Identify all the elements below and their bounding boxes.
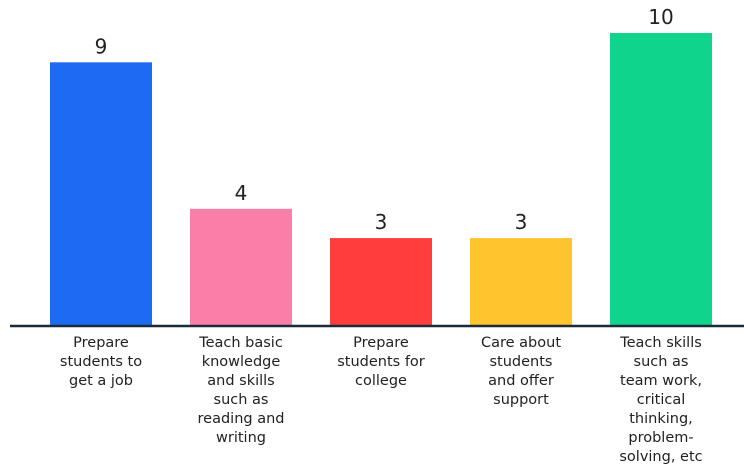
category-label-1: Prepare students to get a job: [60, 335, 142, 389]
bar-2: [190, 208, 292, 326]
bar-5: [610, 33, 712, 326]
category-label-line: students for: [337, 354, 425, 370]
category-label-line: such as: [634, 354, 689, 370]
bars-group: [50, 33, 712, 327]
category-label-line: Care about: [481, 335, 561, 351]
bar-3: [330, 238, 432, 326]
bar-value-label-5: 10: [648, 5, 673, 29]
category-label-line: Teach basic: [198, 335, 283, 351]
category-label-line: students: [490, 354, 553, 370]
category-label-line: thinking,: [629, 411, 693, 427]
category-label-3: Prepare students for college: [337, 335, 425, 389]
bar-value-label-2: 4: [235, 181, 248, 205]
category-label-line: Teach skills: [619, 335, 702, 351]
category-label-line: reading and: [198, 411, 285, 427]
category-label-line: such as: [214, 392, 269, 408]
category-label-line: problem-: [628, 430, 693, 446]
category-label-line: Prepare: [353, 335, 409, 351]
category-label-line: solving, etc: [619, 449, 702, 465]
category-label-4: Care about students and offer support: [481, 335, 561, 408]
category-label-line: get a job: [69, 373, 133, 389]
category-labels-group: Prepare students to get a job Teach basic kn…: [60, 335, 703, 465]
category-label-line: and offer: [488, 373, 554, 389]
category-label-2: Teach basic knowledge and skills such as rea…: [198, 335, 285, 446]
category-label-line: critical: [637, 392, 686, 408]
bar-value-label-3: 3: [375, 210, 388, 234]
category-label-line: college: [355, 373, 407, 389]
category-label-line: support: [493, 392, 549, 408]
category-label-line: students to: [60, 354, 142, 370]
category-label-line: and skills: [207, 373, 274, 389]
bar-value-label-1: 9: [95, 34, 108, 58]
category-label-line: writing: [216, 430, 266, 446]
category-label-line: Prepare: [73, 335, 129, 351]
bar-4: [470, 238, 572, 326]
category-label-line: team work,: [620, 373, 702, 389]
category-label-line: knowledge: [202, 354, 281, 370]
bar-value-label-4: 3: [515, 210, 528, 234]
bar-1: [50, 62, 152, 327]
category-label-5: Teach skills such as team work, critical thi…: [619, 335, 702, 465]
value-labels-group: 9 4 3 3 10: [95, 5, 674, 234]
